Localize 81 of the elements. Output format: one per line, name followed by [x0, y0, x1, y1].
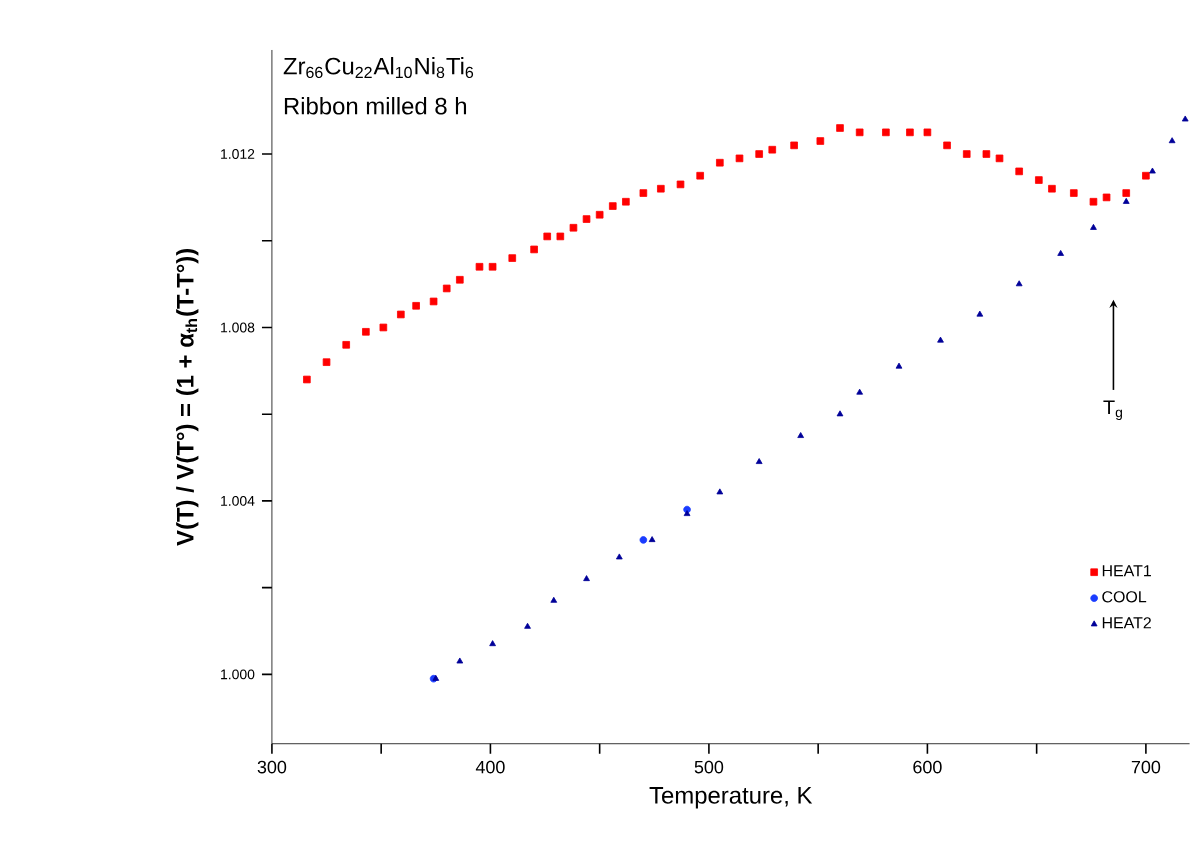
point [855, 128, 864, 137]
point [790, 141, 798, 150]
point [1089, 198, 1098, 206]
point [475, 263, 484, 271]
point [1168, 137, 1176, 144]
x-axis-title: Temperature, K [649, 787, 813, 809]
point [530, 245, 538, 254]
point [755, 458, 763, 465]
point [735, 154, 744, 163]
point [982, 150, 991, 158]
point [543, 232, 552, 241]
point [639, 536, 648, 544]
point [456, 657, 464, 664]
point [508, 254, 517, 263]
point [595, 211, 604, 219]
point [615, 553, 623, 560]
x-tick-label: 600 [913, 760, 942, 774]
point [836, 410, 844, 417]
point [456, 276, 464, 284]
point [442, 284, 451, 293]
point [768, 146, 777, 154]
point [1057, 250, 1065, 257]
y-axis-title: V(T) / V(T°) = (1 + α$_{th}$(T-T°)) [176, 249, 199, 546]
point [489, 640, 496, 647]
point [755, 150, 763, 158]
point [648, 536, 656, 543]
x-tick-label: 400 [475, 760, 505, 774]
point [1102, 193, 1111, 202]
point [582, 215, 591, 224]
point [1015, 280, 1023, 287]
point [639, 189, 648, 197]
point [797, 432, 805, 439]
point [895, 362, 903, 369]
point [322, 358, 331, 367]
annotation: T$_{g}$ [1103, 400, 1122, 421]
x-tick-label: 700 [1131, 760, 1161, 774]
point [683, 510, 691, 517]
point [569, 224, 578, 232]
point [856, 388, 863, 395]
point [1070, 189, 1078, 197]
point [696, 172, 704, 180]
point [1015, 167, 1023, 176]
point [882, 128, 890, 137]
point [906, 128, 914, 137]
point [943, 141, 951, 150]
point [962, 150, 971, 158]
text: Zr$_{66}$Cu$_{22}$Al$_{10}$Ni$_{8}$Ti$_{6}$ [283, 57, 474, 79]
point [1048, 185, 1056, 193]
point [303, 375, 311, 384]
point [342, 341, 350, 349]
point [1142, 172, 1150, 180]
point [412, 302, 420, 310]
point [816, 137, 825, 145]
x-tick-label: 500 [694, 760, 724, 774]
point [937, 336, 944, 343]
point [976, 310, 984, 317]
point [488, 263, 497, 271]
point [556, 232, 565, 241]
point [362, 328, 370, 336]
point [397, 310, 405, 319]
point [429, 297, 438, 306]
point [995, 154, 1004, 163]
point [716, 159, 724, 167]
point [622, 198, 630, 206]
point [923, 128, 932, 137]
x-tick-label: 300 [257, 760, 287, 774]
point [379, 323, 388, 332]
point [836, 124, 844, 132]
point [1090, 224, 1097, 230]
point [1035, 176, 1043, 184]
point [1122, 189, 1131, 197]
point [716, 488, 724, 495]
point [1149, 167, 1156, 174]
point [608, 202, 617, 211]
point [583, 575, 590, 582]
point [657, 185, 665, 193]
annotation: Ribbon milled 8 h [284, 97, 467, 115]
point [524, 623, 531, 629]
point [550, 597, 558, 603]
point [1122, 198, 1130, 204]
point [676, 180, 685, 189]
